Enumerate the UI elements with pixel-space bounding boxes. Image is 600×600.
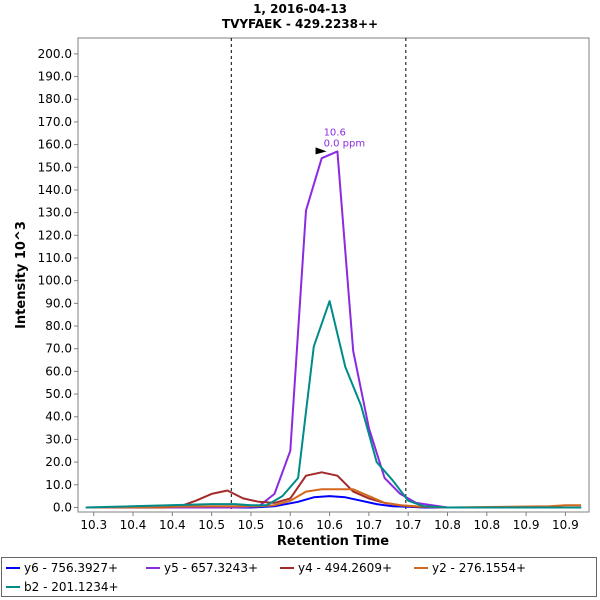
plot-area bbox=[77, 37, 590, 513]
y-tick-label: 50.0 bbox=[45, 387, 72, 401]
x-tick-label: 10.5 bbox=[238, 518, 265, 532]
y-tick-label: 150.0 bbox=[38, 160, 72, 174]
x-tick-label: 10.6 bbox=[316, 518, 343, 532]
x-tick-label: 10.9 bbox=[513, 518, 540, 532]
x-tick-label: 10.4 bbox=[159, 518, 186, 532]
legend-item: b2 - 201.1234+ bbox=[6, 578, 119, 596]
peak-marker-icon bbox=[315, 147, 327, 155]
x-axis-title: Retention Time bbox=[277, 534, 389, 549]
x-tick-label: 10.3 bbox=[80, 518, 107, 532]
legend-swatch bbox=[414, 567, 428, 569]
legend-label: y2 - 276.1554+ bbox=[432, 561, 527, 575]
x-tick-label: 10.7 bbox=[356, 518, 383, 532]
y-tick-label: 180.0 bbox=[38, 92, 72, 106]
x-tick-label: 10.6 bbox=[277, 518, 304, 532]
chart-subtitle: TVYFAEK - 429.2238++ bbox=[222, 17, 378, 31]
y-tick-label: 70.0 bbox=[45, 342, 72, 356]
legend-label: y4 - 494.2609+ bbox=[298, 561, 393, 575]
series-line bbox=[85, 300, 582, 509]
y-axis: 0.0 10.0 20.0 30.0 40.0 50.0 60.0 70.0 80.0 90.0 1… bbox=[38, 47, 78, 514]
y-tick-label: 170.0 bbox=[38, 115, 72, 129]
legend-swatch bbox=[6, 586, 20, 588]
y-tick-label: 80.0 bbox=[45, 319, 72, 333]
x-tick-label: 10.5 bbox=[198, 518, 225, 532]
x-tick-label: 10.7 bbox=[395, 518, 422, 532]
x-tick-label: 10.8 bbox=[434, 518, 461, 532]
x-tick-label: 10.9 bbox=[552, 518, 579, 532]
peak-annotation: 10.60.0 ppm bbox=[315, 127, 366, 155]
legend-item: y4 - 494.2609+ bbox=[280, 559, 392, 577]
legend-label: y6 - 756.3927+ bbox=[24, 561, 119, 575]
chart-legend: y6 - 756.3927+ y5 - 657.3243+ y4 - 494.260… bbox=[1, 557, 597, 597]
y-axis-title: Intensity 10^3 bbox=[14, 221, 29, 329]
legend-item: y6 - 756.3927+ bbox=[6, 559, 118, 577]
y-tick-label: 20.0 bbox=[45, 455, 72, 469]
annotation-rt: 10.6 bbox=[324, 127, 346, 138]
legend-item: y5 - 657.3243+ bbox=[146, 559, 258, 577]
y-tick-label: 60.0 bbox=[45, 364, 72, 378]
y-tick-label: 0.0 bbox=[53, 500, 72, 514]
legend-label: y5 - 657.3243+ bbox=[164, 561, 259, 575]
x-tick-label: 10.4 bbox=[120, 518, 147, 532]
legend-label: b2 - 201.1234+ bbox=[24, 580, 119, 594]
legend-swatch bbox=[146, 567, 160, 569]
y-tick-label: 190.0 bbox=[38, 70, 72, 84]
legend-swatch bbox=[280, 567, 294, 569]
x-tick-label: 10.8 bbox=[473, 518, 500, 532]
vertical-markers bbox=[230, 38, 407, 512]
legend-swatch bbox=[6, 567, 20, 569]
y-tick-label: 140.0 bbox=[38, 183, 72, 197]
y-tick-label: 160.0 bbox=[38, 138, 72, 152]
y-tick-label: 130.0 bbox=[38, 206, 72, 220]
y-tick-label: 10.0 bbox=[45, 478, 72, 492]
y-tick-label: 200.0 bbox=[38, 47, 72, 61]
annotation-ppm: 0.0 ppm bbox=[324, 138, 366, 149]
y-tick-label: 110.0 bbox=[38, 251, 72, 265]
chart-title: 1, 2016-04-13 bbox=[253, 2, 347, 16]
y-tick-label: 30.0 bbox=[45, 432, 72, 446]
y-tick-label: 40.0 bbox=[45, 410, 72, 424]
legend-item: y2 - 276.1554+ bbox=[414, 559, 526, 577]
y-tick-label: 120.0 bbox=[38, 228, 72, 242]
y-tick-label: 100.0 bbox=[38, 274, 72, 288]
x-axis: 10.3 10.4 10.4 10.5 10.5 10.6 10.6 10.7 10.7 10.8… bbox=[80, 512, 579, 532]
y-tick-label: 90.0 bbox=[45, 296, 72, 310]
series-lines bbox=[85, 150, 582, 509]
